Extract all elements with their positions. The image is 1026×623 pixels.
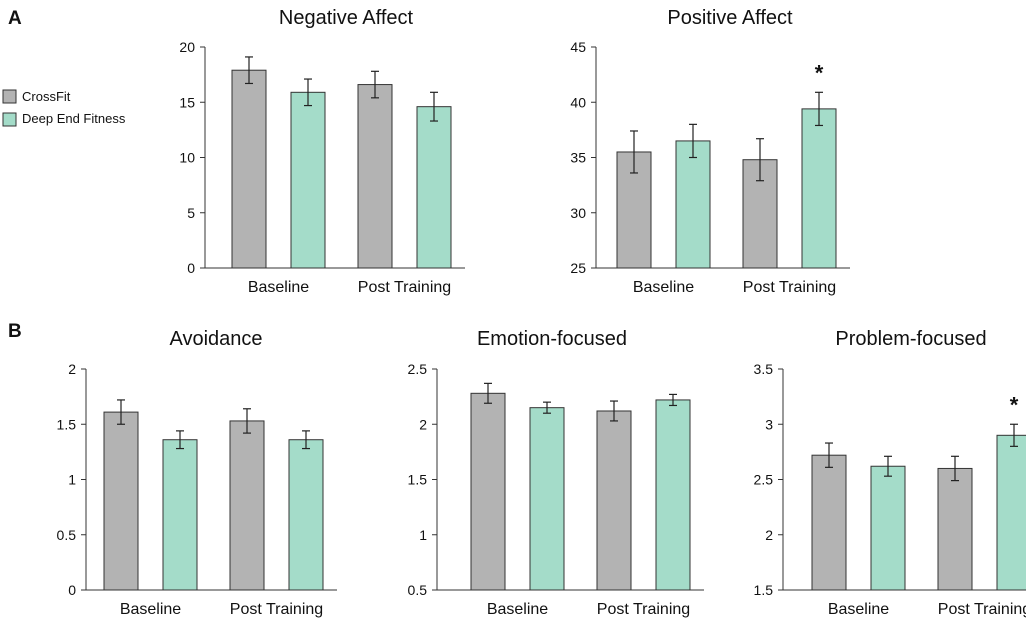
y-tick-label: 10 — [179, 150, 195, 166]
significance-marker: * — [1010, 392, 1019, 417]
panel-label-b: B — [8, 321, 22, 342]
bar-deep-end-fitness-baseline — [162, 439, 198, 591]
y-tick-label: 2.5 — [754, 472, 774, 488]
chart-title: Positive Affect — [667, 7, 793, 29]
bar-deep-end-fitness-baseline — [870, 465, 906, 591]
legend-swatch-crossfit — [2, 89, 17, 104]
y-tick-label: 25 — [570, 260, 586, 276]
chart-avoidance: Avoidance 0 0.5 1 1.5 2 Baseline Post Training — [57, 328, 337, 618]
bar-deep-end-fitness-baseline — [290, 91, 326, 269]
bar-deep-end-fitness-post-training — [655, 399, 691, 591]
bar-crossfit-baseline — [470, 392, 506, 591]
legend-label-crossfit: CrossFit — [22, 89, 71, 104]
y-tick-label: 0.5 — [408, 582, 428, 598]
bar-deep-end-fitness-baseline — [529, 407, 565, 591]
y-tick-label: 40 — [570, 94, 586, 110]
y-tick-label: 1.5 — [408, 472, 428, 488]
y-tick-label: 35 — [570, 150, 586, 166]
y-tick-label: 45 — [570, 39, 586, 55]
y-tick-label: 1 — [68, 472, 76, 488]
x-category-label: Baseline — [633, 279, 694, 296]
bar-deep-end-fitness-post-training — [801, 108, 837, 269]
chart-title: Emotion-focused — [477, 328, 627, 350]
x-category-label: Baseline — [828, 601, 889, 618]
y-tick-label: 2 — [68, 361, 76, 377]
x-category-label: Baseline — [120, 601, 181, 618]
chart-title: Avoidance — [169, 328, 262, 350]
y-tick-label: 1 — [419, 527, 427, 543]
y-tick-label: 2 — [419, 416, 427, 432]
bar-crossfit-post-training — [357, 84, 393, 269]
y-tick-label: 2 — [765, 527, 773, 543]
y-tick-label: 3.5 — [754, 361, 774, 377]
bar-crossfit-post-training — [229, 420, 265, 591]
bar-crossfit-baseline — [811, 454, 847, 591]
bar-crossfit-baseline — [231, 69, 267, 269]
y-tick-label: 0 — [187, 260, 195, 276]
chart-negative-affect: Negative Affect 0 5 10 15 20 Baseline Post Trai… — [179, 7, 465, 296]
legend-swatch-deep-end-fitness — [2, 112, 17, 127]
bar-deep-end-fitness-baseline — [675, 140, 711, 269]
y-tick-label: 20 — [179, 39, 195, 55]
x-category-label: Post Training — [230, 601, 323, 618]
bar-deep-end-fitness-post-training — [416, 106, 452, 269]
bar-crossfit-post-training — [937, 467, 973, 591]
bar-deep-end-fitness-post-training — [996, 434, 1026, 591]
y-tick-label: 1.5 — [57, 416, 77, 432]
x-category-label: Post Training — [743, 279, 836, 296]
significance-marker: * — [815, 60, 824, 85]
x-category-label: Baseline — [248, 279, 309, 296]
bar-crossfit-post-training — [596, 410, 632, 591]
x-category-label: Baseline — [487, 601, 548, 618]
chart-problem-focused: Problem-focused 1.5 2 2.5 3 3.5 Baseline * Post … — [754, 328, 1026, 618]
chart-positive-affect: Positive Affect 25 30 35 40 45 Baseline * Post T… — [570, 7, 850, 296]
y-tick-label: 15 — [179, 94, 195, 110]
legend: CrossFit Deep End Fitness — [2, 89, 126, 127]
y-tick-label: 2.5 — [408, 361, 428, 377]
x-category-label: Post Training — [938, 601, 1026, 618]
bar-deep-end-fitness-post-training — [288, 439, 324, 591]
y-tick-label: 1.5 — [754, 582, 774, 598]
bar-crossfit-baseline — [103, 411, 139, 591]
chart-title: Problem-focused — [835, 328, 986, 350]
chart-emotion-focused: Emotion-focused 0.5 1 1.5 2 2.5 Baseline Post T… — [408, 328, 704, 618]
x-category-label: Post Training — [358, 279, 451, 296]
legend-label-deep-end-fitness: Deep End Fitness — [22, 111, 126, 126]
panel-label-a: A — [8, 8, 22, 29]
chart-title: Negative Affect — [279, 7, 414, 29]
x-category-label: Post Training — [597, 601, 690, 618]
y-tick-label: 5 — [187, 205, 195, 221]
y-tick-label: 0.5 — [57, 527, 77, 543]
y-tick-label: 3 — [765, 416, 773, 432]
y-tick-label: 0 — [68, 582, 76, 598]
y-tick-label: 30 — [570, 205, 586, 221]
